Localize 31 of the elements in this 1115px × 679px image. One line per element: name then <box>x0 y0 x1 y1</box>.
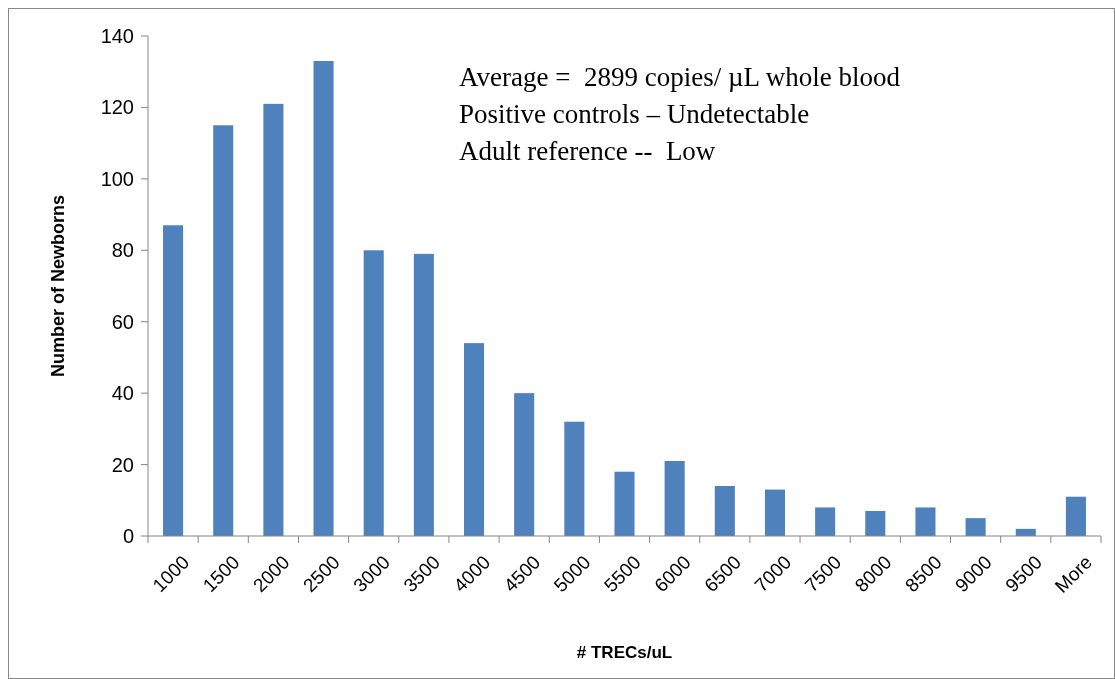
bar <box>714 486 735 536</box>
bar <box>213 125 234 536</box>
bar <box>263 103 284 536</box>
bar <box>915 507 936 536</box>
y-tick-label: 140 <box>100 25 134 47</box>
y-tick-label: 40 <box>111 382 134 405</box>
annotation: Positive controls – Undetectable <box>459 99 810 129</box>
bar <box>413 253 434 536</box>
bar <box>464 343 485 536</box>
y-tick-label: 100 <box>100 167 134 190</box>
bar <box>363 250 384 536</box>
y-tick-label: 120 <box>100 96 134 119</box>
bar <box>664 461 685 536</box>
bar <box>163 225 184 536</box>
y-tick-label: 80 <box>111 239 134 262</box>
bar <box>313 61 334 536</box>
annotation: Adult reference -- Low <box>459 136 716 166</box>
bar <box>614 471 635 536</box>
bar <box>965 518 986 536</box>
bar <box>764 489 786 536</box>
y-tick-label: 20 <box>111 453 134 476</box>
y-tick-label: 60 <box>111 310 134 333</box>
bar <box>865 511 886 536</box>
annotation: Average = 2899 copies/ µL whole blood <box>459 62 901 92</box>
bar <box>564 421 585 536</box>
bar <box>815 507 836 536</box>
x-axis-title: # TRECs/uL <box>576 643 673 662</box>
y-axis-title: Number of Newborns <box>48 194 68 378</box>
y-tick-label: 0 <box>122 525 134 547</box>
bar <box>514 393 535 536</box>
bar <box>1065 496 1086 536</box>
